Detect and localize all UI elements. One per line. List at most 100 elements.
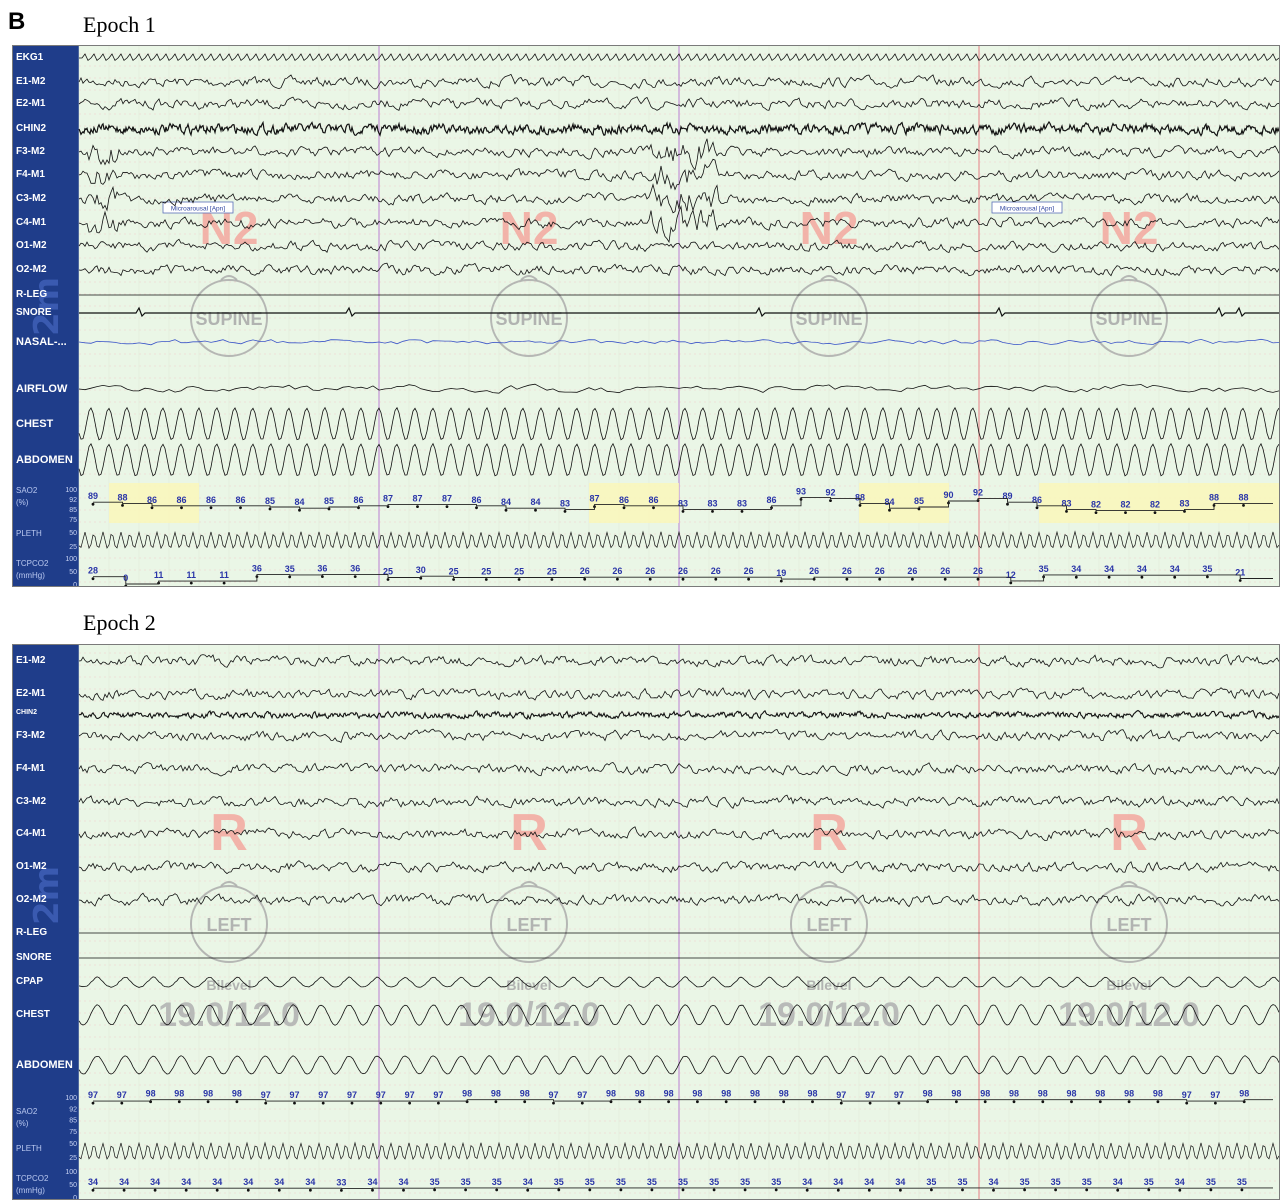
tcpco2-point [1074,575,1078,579]
sao2-point [1242,504,1245,507]
sao2-value-label: 83 [678,498,688,508]
sao2-value-label: 85 [265,496,275,506]
channel-trace [78,976,1279,988]
tcpco2-value-label: 35 [461,1177,471,1187]
sao2-value-label: 87 [412,494,422,504]
channel-label: O2-M2 [16,264,47,275]
channel-label: CHIN2 [16,123,47,134]
channel-unit-label: (mmHg) [16,1186,45,1195]
tcpco2-value-label: 35 [1039,564,1049,574]
scale-tick-label: 92 [69,497,77,504]
sao2-point [740,510,744,513]
tcpco2-point [184,1188,188,1192]
sao2-point [1185,1101,1189,1105]
sao2-point [298,508,301,512]
sao2-value-label: 89 [88,491,98,501]
channel-label: SAO2 [16,486,38,495]
channel-label: SNORE [16,952,52,963]
tcpco2-point [1209,1188,1213,1192]
scale-tick-label: 50 [69,1141,77,1148]
tcpco2-value-label: 34 [305,1177,315,1187]
channel-trace [78,238,1279,254]
pleth-trace [78,530,1279,550]
position-icon [1090,279,1168,357]
tcpco2-value-label: 34 [1170,564,1180,574]
channel-label: F3-M2 [16,146,45,157]
channel-label: O1-M2 [16,240,47,251]
tcpco2-point [1238,579,1242,582]
sao2-point [504,508,508,512]
tcpco2-point [836,1188,840,1192]
tcpco2-value-label: 35 [585,1177,595,1187]
channel-label: SAO2 [16,1107,38,1116]
event-marker-text: Microarousal [Apn] [171,206,225,213]
channel-label: O1-M2 [16,861,47,872]
tcpco2-value-label: 35 [926,1177,936,1187]
sao2-value-label: 98 [1038,1089,1048,1099]
tcpco2-point [1107,575,1111,579]
sao2-point [711,510,714,513]
tcpco2-value-label: 34 [1071,564,1081,574]
sao2-value-label: 82 [1150,500,1160,510]
sao2-value-label: 98 [923,1089,933,1099]
sao2-value-label: 84 [530,497,540,507]
therapy-pressure-label: 19.0/12.0 [458,996,600,1034]
channel-trace [78,826,1279,842]
scale-tick-label: 50 [69,530,77,537]
tcpco2-value-label: 35 [1237,1177,1247,1187]
tcpco2-point [1009,581,1013,585]
tcpco2-point [774,1188,778,1192]
sao2-value-label: 98 [146,1089,156,1099]
channel-trace [78,1055,1279,1075]
tcpco2-point [309,1188,312,1192]
epoch-1-traces: N2SUPINEN2SUPINEN2SUPINEN2SUPINEMicroaro… [65,46,1279,586]
sao2-point [121,504,124,507]
sao2-value-label: 86 [648,495,658,505]
tcpco2-point [517,578,521,581]
position-icon-nose [220,881,238,887]
tcpco2-point [911,577,914,581]
position-icon-nose [1120,275,1138,281]
tcpco2-value-label: 21 [1235,568,1245,578]
channel-label: F3-M2 [16,730,45,741]
sao2-value-label: 86 [206,495,216,505]
tcpco2-value-label: 26 [875,566,885,576]
sleep-stage-label: R [1110,804,1148,862]
tcpco2-value-label: 34 [833,1177,843,1187]
channel-trace [78,892,1279,908]
tcpco2-point [91,1188,95,1192]
sao2-value-label: 86 [1032,495,1042,505]
sao2-point [379,1101,383,1105]
tcpco2-value-label: 35 [1206,1177,1216,1187]
tcpco2-point [1054,1188,1057,1192]
tcpco2-value-label: 34 [1113,1177,1123,1187]
sao2-value-label: 86 [235,495,245,505]
channel-unit-label: (%) [16,498,29,507]
sao2-point [239,506,242,510]
sao2-point [1035,506,1039,510]
tcpco2-point [526,1188,530,1192]
tcpco2-point [1147,1188,1151,1192]
channel-label: C4-M1 [16,828,47,839]
position-icon-nose [820,275,838,281]
tcpco2-value-label: 35 [740,1177,750,1187]
channel-trace [78,338,1279,346]
sao2-value-label: 97 [376,1090,386,1100]
channel-sidebar: 2m E1-M2 E2-M1 CHIN2 F3-M2 F4-M1 C3-M2 C4-M1 O1… [13,645,79,1199]
channel-trace [78,686,1279,701]
sao2-point [811,1100,814,1104]
tcpco2-value-label: 35 [647,1177,657,1187]
tcpco2-point [277,1188,281,1192]
tcpco2-point [845,577,849,581]
sao2-point [416,505,419,508]
sao2-point [209,506,213,510]
tcpco2-point [386,578,390,581]
channel-trace [78,442,1279,477]
channel-label: NASAL-... [16,336,67,348]
sao2-value-label: 97 [577,1090,587,1100]
channel-trace [78,138,1279,171]
sao2-point [888,508,891,512]
tcpco2-value-label: 26 [645,566,655,576]
tcpco2-value-label: 34 [243,1177,253,1187]
tcpco2-value-label: 25 [514,567,524,577]
